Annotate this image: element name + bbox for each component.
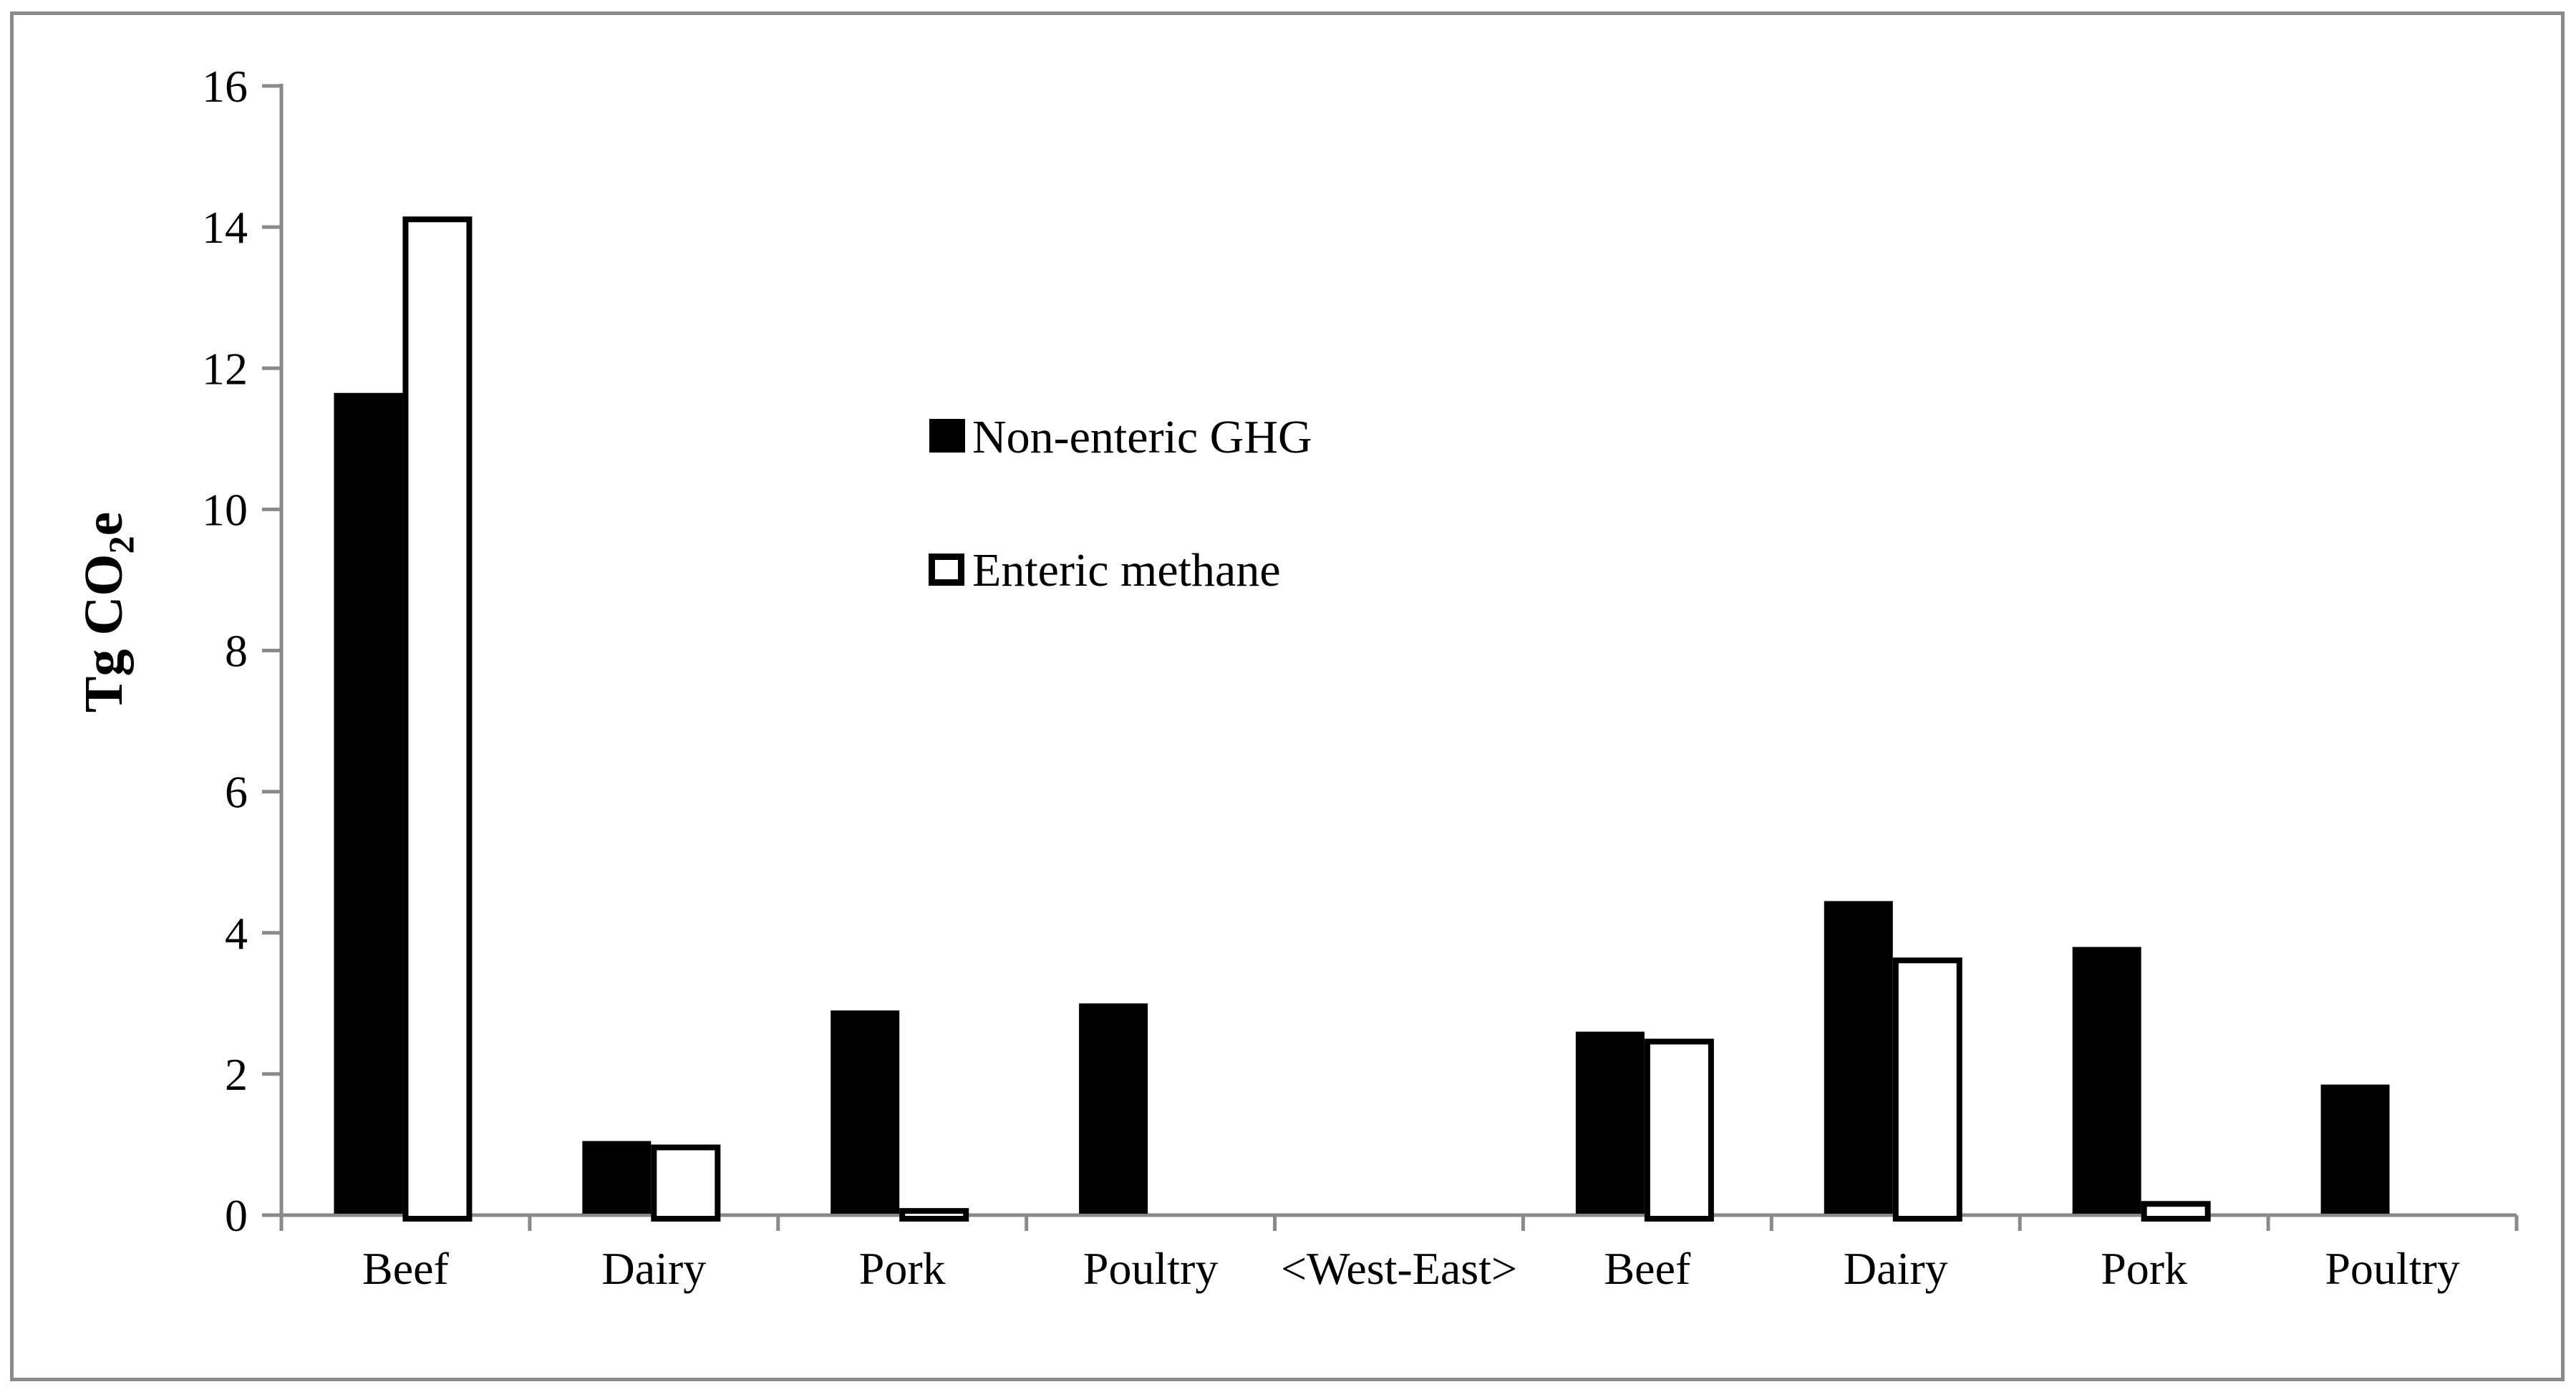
y-tick-label-14: 14 (202, 202, 248, 253)
y-tick-label-4: 4 (225, 908, 248, 959)
legend-swatch-non-enteric (929, 419, 965, 453)
bar-non-enteric-ghg-poultry-3 (1079, 1003, 1148, 1214)
bar-non-enteric-ghg-pork-7 (2072, 947, 2141, 1214)
y-tick-label-10: 10 (202, 484, 248, 535)
y-axis: 16 14 12 10 8 6 4 2 0 (202, 61, 284, 1241)
legend: Non-enteric GHG Enteric methane (929, 411, 1312, 596)
x-category-label-pork-7: Pork (2101, 1243, 2187, 1294)
bar-non-enteric-ghg-dairy-1 (582, 1141, 652, 1214)
y-axis-title-prefix: Tg CO (74, 554, 134, 713)
y-tick-label-8: 8 (225, 626, 248, 677)
y-tick-label-12: 12 (202, 343, 248, 394)
legend-label-non-enteric: Non-enteric GHG (972, 411, 1312, 463)
bar-enteric-methane-beef-0 (402, 216, 473, 1222)
x-category-label-poultry-8: Poultry (2325, 1243, 2459, 1294)
x-category-label-pork-2: Pork (859, 1243, 946, 1294)
bar-non-enteric-ghg-dairy-6 (1824, 901, 1893, 1214)
x-category-label-west-east-4: <West-East> (1281, 1243, 1517, 1294)
y-axis-title-suffix: e (74, 512, 134, 536)
bars-group (334, 216, 2390, 1222)
legend-label-enteric: Enteric methane (972, 544, 1281, 596)
bar-enteric-methane-dairy-1 (651, 1144, 721, 1222)
x-category-label-beef-5: Beef (1604, 1243, 1691, 1294)
bar-enteric-methane-beef-5 (1644, 1038, 1714, 1222)
bar-non-enteric-ghg-beef-5 (1575, 1031, 1645, 1214)
y-tick-label-0: 0 (225, 1190, 248, 1241)
y-tick-label-2: 2 (225, 1049, 248, 1100)
x-category-label-dairy-6: Dairy (1844, 1243, 1948, 1294)
y-tick-label-16: 16 (202, 61, 248, 112)
x-category-label-poultry-3: Poultry (1083, 1243, 1218, 1294)
y-axis-title-subscript: 2 (101, 536, 141, 554)
y-tick-label-6: 6 (225, 767, 248, 818)
bar-enteric-methane-dairy-6 (1892, 957, 1962, 1222)
bar-non-enteric-ghg-pork-2 (831, 1010, 900, 1214)
y-axis-title: Tg CO2e (74, 512, 141, 712)
bar-enteric-methane-pork-2 (899, 1208, 969, 1222)
legend-swatch-enteric (929, 554, 964, 586)
bar-non-enteric-ghg-beef-0 (334, 392, 403, 1214)
x-category-label-dairy-1: Dairy (601, 1243, 706, 1294)
bar-enteric-methane-pork-7 (2141, 1201, 2211, 1222)
x-category-label-beef-0: Beef (362, 1243, 450, 1294)
bar-non-enteric-ghg-poultry-8 (2320, 1084, 2390, 1214)
